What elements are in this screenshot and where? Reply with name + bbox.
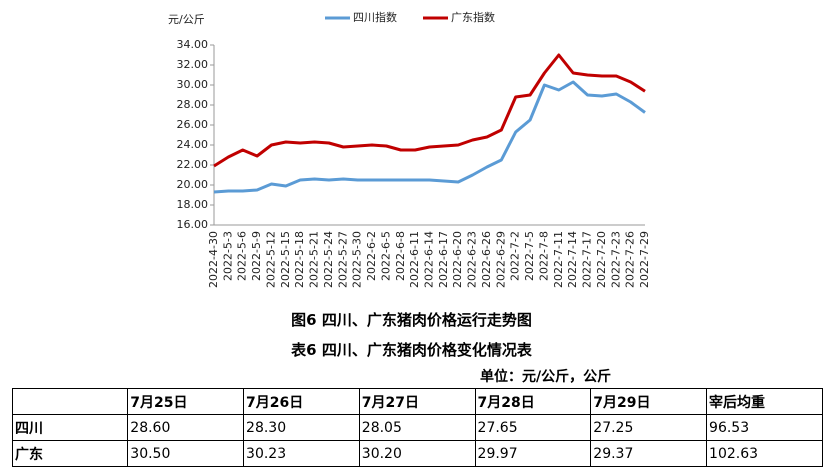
x-tick-label: 2022-6-2: [365, 231, 378, 281]
x-tick-label: 2022-7-23: [609, 231, 622, 288]
x-tick-label: 2022-6-20: [451, 231, 464, 288]
x-tick-label: 2022-5-3: [221, 231, 234, 281]
y-tick-label: 30.00: [177, 78, 209, 91]
x-tick-label: 2022-5-24: [322, 231, 335, 288]
header-row: 7月25日 7月26日 7月27日 7月28日 7月29日 宰后均重: [11, 388, 823, 415]
table-cell: 30.23: [243, 440, 360, 467]
y-tick-label: 22.00: [177, 158, 209, 171]
x-tick-label: 2022-6-17: [437, 231, 450, 288]
table-cell: 四川: [11, 414, 129, 441]
chart: 元/公斤 16.00 18.00 20.00 22.00 24.00 26.00 28.00…: [168, 10, 651, 288]
table-cell: 30.20: [358, 440, 476, 467]
figure-caption: 图6 四川、广东猪肉价格运行走势图: [291, 311, 532, 329]
x-tick-label: 2022-7-20: [595, 231, 608, 288]
x-tick-label: 2022-6-14: [423, 231, 436, 288]
x-tick-label: 2022-5-15: [279, 231, 292, 288]
table-caption: 表6 四川、广东猪肉价格变化情况表: [291, 341, 532, 359]
table-cell: 28.60: [127, 414, 245, 441]
x-tick-label: 2022-4-30: [207, 231, 220, 288]
x-tick-label: 2022-5-27: [336, 231, 349, 288]
table-cell: 27.25: [590, 414, 708, 441]
y-tick-label: 32.00: [177, 58, 209, 71]
table-cell: 28.30: [243, 414, 360, 441]
unit-caption: 单位：元/公斤，公斤: [480, 369, 612, 385]
y-tick-label: 18.00: [177, 198, 209, 211]
table-cell: 102.63: [706, 440, 823, 467]
series-line: [213, 80, 646, 194]
table-cell: [11, 388, 129, 415]
x-tick-label: 2022-6-8: [394, 231, 407, 281]
x-tick-label: 2022-6-23: [466, 231, 479, 288]
x-tick-label: 2022-7-8: [537, 231, 550, 281]
x-tick-label: 2022-5-21: [308, 231, 321, 288]
x-tick-label: 2022-7-29: [638, 231, 651, 288]
x-tick-label: 2022-6-5: [379, 231, 392, 281]
price-table: 7月25日 7月26日 7月27日 7月28日 7月29日 宰后均重 四川 28.60 28.3…: [11, 388, 823, 467]
table-cell: 7月28日: [474, 388, 592, 415]
x-tick-label: 2022-7-11: [552, 231, 565, 288]
x-tick-label: 2022-7-14: [566, 231, 579, 288]
data-row: 广东 30.50 30.23 30.20 29.97 29.37 102.63: [11, 440, 823, 467]
y-tick-label: 16.00: [177, 218, 209, 231]
x-tick-label: 2022-7-26: [624, 231, 637, 288]
x-tick-label: 2022-6-26: [480, 231, 493, 288]
x-tick-label: 2022-6-29: [494, 231, 507, 288]
data-row: 四川 28.60 28.30 28.05 27.65 27.25 96.53: [11, 414, 823, 441]
table-cell: 27.65: [474, 414, 592, 441]
table-cell: 7月27日: [358, 388, 476, 415]
series-line: [213, 53, 646, 168]
table-cell: 宰后均重: [706, 388, 823, 415]
x-tick-label: 2022-5-12: [264, 231, 277, 288]
table-cell: 29.97: [474, 440, 592, 467]
table-cell: 29.37: [590, 440, 708, 467]
x-tick-label: 2022-7-5: [523, 231, 536, 281]
y-axis-label: 元/公斤: [168, 13, 205, 26]
table-cell: 7月29日: [590, 388, 708, 415]
y-tick-label: 24.00: [177, 138, 209, 151]
y-tick-label: 28.00: [177, 98, 209, 111]
y-tick-label: 20.00: [177, 178, 209, 191]
x-tick-label: 2022-7-17: [581, 231, 594, 288]
x-tick-label: 2022-5-18: [293, 231, 306, 288]
table-cell: 28.05: [358, 414, 476, 441]
table-cell: 96.53: [706, 414, 823, 441]
x-tick-label: 2022-6-11: [408, 231, 421, 288]
x-tick-label: 2022-5-9: [250, 231, 263, 281]
legend-label: 广东指数: [451, 10, 495, 24]
table-cell: 7月26日: [243, 388, 360, 415]
y-tick-label: 34.00: [177, 38, 209, 51]
legend-label: 四川指数: [353, 10, 397, 24]
y-tick-label: 26.00: [177, 118, 209, 131]
x-tick-label: 2022-5-6: [236, 231, 249, 281]
table-cell: 7月25日: [127, 388, 245, 415]
x-tick-label: 2022-7-2: [509, 231, 522, 281]
x-tick-label: 2022-5-30: [351, 231, 364, 288]
table-cell: 广东: [11, 440, 129, 467]
table-cell: 30.50: [127, 440, 245, 467]
